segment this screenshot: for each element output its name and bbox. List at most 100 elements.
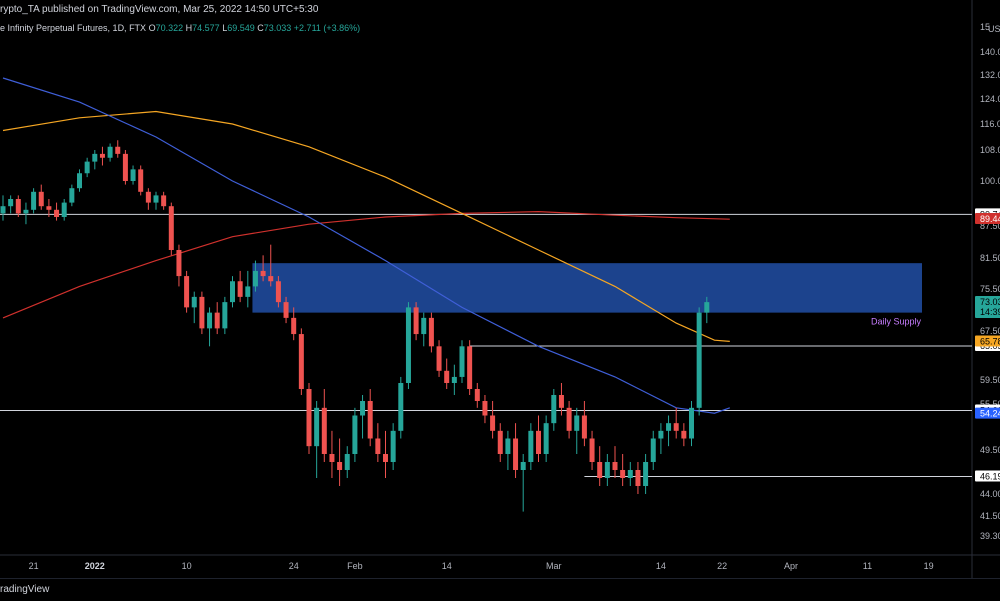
candle-body (77, 173, 82, 188)
y-tick-label: 108.00 (980, 145, 1000, 155)
x-tick-label: 10 (182, 561, 192, 571)
candle-body (444, 371, 449, 383)
y-tick-label: 41.50 (980, 511, 1000, 521)
candle-body (1, 206, 6, 213)
y-tick-label: 124.00 (980, 94, 1000, 104)
candle-body (8, 199, 13, 206)
level-tag-3: 46.19 (980, 471, 1000, 481)
candle-body (597, 462, 602, 478)
candle-body (23, 210, 28, 214)
candle-body (46, 206, 51, 210)
candle-body (498, 431, 503, 454)
candle-body (704, 302, 709, 313)
candle-body (115, 147, 120, 154)
candle-body (268, 276, 273, 281)
candle-body (69, 188, 74, 202)
candle-body (276, 281, 281, 302)
candle-body (391, 431, 396, 462)
candle-body (368, 401, 373, 439)
x-tick-label: 14 (442, 561, 452, 571)
candle-body (92, 154, 97, 162)
candle-body (681, 431, 686, 439)
candle-body (697, 313, 702, 408)
candle-body (567, 408, 572, 431)
price-chart[interactable]: Daily Supply15USD140.00132.00124.00116.0… (0, 0, 1000, 578)
candle-body (590, 439, 595, 463)
candle-body (651, 439, 656, 463)
candle-body (467, 346, 472, 389)
y-tick-label: 39.30 (980, 531, 1000, 541)
candle-body (39, 192, 44, 206)
currency-label: USD (988, 24, 1000, 34)
candle-body (406, 307, 411, 383)
candle-body (628, 470, 633, 478)
candle-body (345, 454, 350, 470)
candle-body (689, 408, 694, 439)
candles-group (1, 140, 710, 511)
candle-body (490, 416, 495, 431)
candle-body (521, 462, 526, 470)
candle-body (635, 470, 640, 486)
candle-body (613, 462, 618, 470)
bottom-bar: radingView (0, 578, 1000, 601)
candle-body (329, 454, 334, 462)
candle-body (674, 423, 679, 431)
candle-body (460, 346, 465, 377)
candle-body (605, 462, 610, 478)
candle-body (199, 297, 204, 329)
candle-body (620, 470, 625, 478)
candle-body (161, 195, 166, 206)
y-tick-label: 67.50 (980, 326, 1000, 336)
candle-body (184, 276, 189, 307)
candle-body (429, 318, 434, 346)
candle-body (658, 431, 663, 439)
tradingview-brand: radingView (0, 584, 49, 595)
candle-body (375, 439, 380, 455)
x-tick-label: Feb (347, 561, 363, 571)
x-tick-label: Mar (546, 561, 562, 571)
candle-body (54, 210, 59, 217)
candle-body (314, 408, 319, 446)
candle-body (398, 383, 403, 431)
candle-body (383, 454, 388, 462)
candle-body (176, 250, 181, 276)
candle-body (299, 334, 304, 389)
candle-body (513, 439, 518, 471)
candle-body (643, 462, 648, 486)
candle-body (85, 162, 90, 174)
y-tick-label: 75.50 (980, 284, 1000, 294)
price-tag-1-time: 14:39 (980, 307, 1000, 317)
candle-body (528, 431, 533, 462)
candle-body (421, 318, 426, 334)
y-tick-label: 44.00 (980, 489, 1000, 499)
x-tick-label: 22 (717, 561, 727, 571)
candle-body (245, 286, 250, 296)
y-tick-label: 81.50 (980, 253, 1000, 263)
candle-body (505, 439, 510, 455)
candle-body (574, 416, 579, 431)
candle-body (230, 281, 235, 302)
x-tick-label: 14 (656, 561, 666, 571)
x-tick-label: Apr (784, 561, 798, 571)
candle-body (146, 192, 151, 203)
price-tag-2: 65.78 (980, 337, 1000, 347)
candle-body (437, 346, 442, 371)
candle-body (307, 389, 312, 446)
candle-body (666, 423, 671, 431)
supply-zone-label: Daily Supply (871, 317, 922, 327)
x-tick-label: 11 (863, 561, 872, 571)
supply-zone (252, 263, 922, 312)
ma-blue-line (3, 78, 730, 413)
candle-body (138, 169, 143, 191)
candle-body (284, 302, 289, 318)
candle-body (16, 199, 21, 213)
x-tick-label: 19 (924, 561, 934, 571)
candle-body (215, 313, 220, 329)
candle-body (62, 203, 67, 217)
price-tag-0: 89.44 (980, 214, 1000, 224)
candle-body (482, 401, 487, 416)
price-tag-3: 54.24 (980, 409, 1000, 419)
y-tick-label: 140.00 (980, 47, 1000, 57)
x-tick-label: 21 (29, 561, 39, 571)
x-tick-label: 24 (289, 561, 299, 571)
